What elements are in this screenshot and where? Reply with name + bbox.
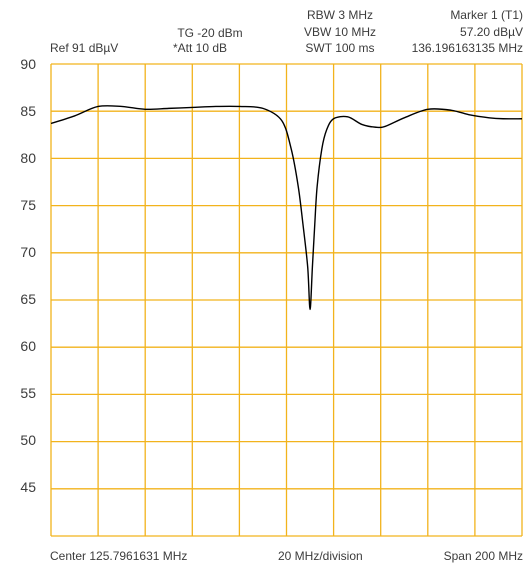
sweep-time-label: SWT 100 ms bbox=[305, 41, 375, 55]
y-tick-label: 50 bbox=[20, 432, 36, 448]
y-tick-label: 45 bbox=[20, 479, 36, 495]
attenuation-label: *Att 10 dB bbox=[172, 41, 228, 55]
vbw-label: VBW 10 MHz bbox=[303, 25, 376, 39]
rbw-label: RBW 3 MHz bbox=[307, 8, 373, 22]
tg-label: TG -20 dBm bbox=[177, 26, 243, 40]
division-label: 20 MHz/division bbox=[278, 549, 363, 563]
y-tick-label: 85 bbox=[20, 103, 36, 119]
y-tick-label: 60 bbox=[20, 338, 36, 354]
grid bbox=[50, 63, 523, 537]
y-tick-label: 75 bbox=[20, 197, 36, 213]
y-tick-label: 90 bbox=[20, 56, 36, 72]
center-frequency-label: Center 125.7961631 MHz bbox=[50, 549, 188, 563]
y-tick-label: 55 bbox=[20, 385, 36, 401]
marker-level-label: 57.20 dBµV bbox=[460, 25, 523, 39]
y-tick-label: 80 bbox=[20, 150, 36, 166]
spectrum-trace bbox=[50, 104, 523, 311]
marker-name-label: Marker 1 (T1) bbox=[450, 8, 523, 22]
y-tick-label: 70 bbox=[20, 244, 36, 260]
marker-frequency-label: 136.196163135 MHz bbox=[411, 41, 523, 55]
span-label: Span 200 MHz bbox=[443, 549, 523, 563]
y-tick-label: 65 bbox=[20, 291, 36, 307]
ref-level-label: Ref 91 dBµV bbox=[50, 41, 119, 55]
